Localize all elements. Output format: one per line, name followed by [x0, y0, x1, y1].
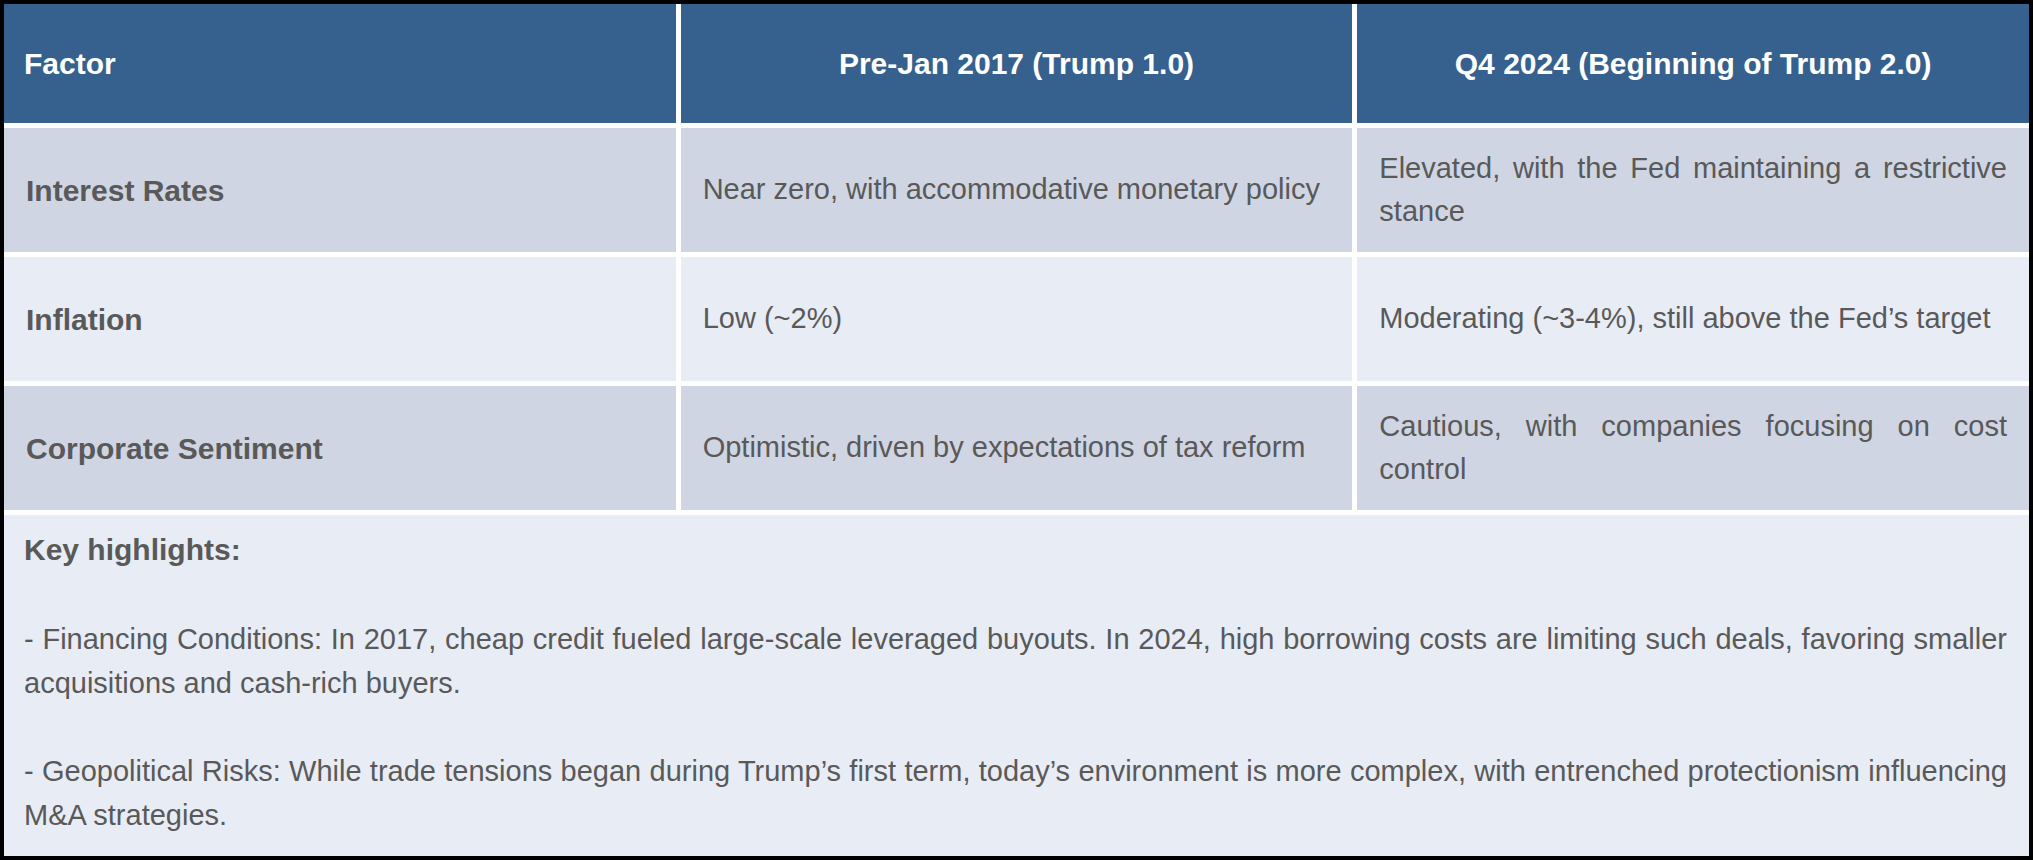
row-inflation-trump1: Low (~2%) — [681, 257, 1353, 381]
row-interest-rates-factor: Interest Rates — [4, 128, 676, 252]
row-corporate-sentiment-trump2: Cautious, with companies focusing on cos… — [1357, 386, 2029, 510]
key-highlights-title: Key highlights: — [24, 527, 2007, 573]
cell-text: Low (~2%) — [703, 297, 1331, 341]
key-highlights-section: Key highlights: - Financing Conditions: … — [4, 515, 2029, 856]
row-corporate-sentiment-factor: Corporate Sentiment — [4, 386, 676, 510]
cell-text: Near zero, with accommodative monetary p… — [703, 168, 1331, 212]
cell-text: Optimistic, driven by expectations of ta… — [703, 426, 1331, 470]
comparison-table: Factor Pre-Jan 2017 (Trump 1.0) Q4 2024 … — [0, 0, 2033, 860]
row-interest-rates-trump1: Near zero, with accommodative monetary p… — [681, 128, 1353, 252]
header-trump2-label: Q4 2024 (Beginning of Trump 2.0) — [1455, 47, 1932, 81]
factor-label: Inflation — [26, 297, 654, 342]
cell-text: Elevated, with the Fed maintaining a res… — [1379, 147, 2007, 234]
header-cell-trump1: Pre-Jan 2017 (Trump 1.0) — [681, 4, 1353, 123]
row-inflation-trump2: Moderating (~3-4%), still above the Fed’… — [1357, 257, 2029, 381]
header-trump1-label: Pre-Jan 2017 (Trump 1.0) — [839, 47, 1194, 81]
row-inflation-factor: Inflation — [4, 257, 676, 381]
header-cell-trump2: Q4 2024 (Beginning of Trump 2.0) — [1357, 4, 2029, 123]
highlight-financing-conditions: - Financing Conditions: In 2017, cheap c… — [24, 617, 2007, 705]
row-interest-rates-trump2: Elevated, with the Fed maintaining a res… — [1357, 128, 2029, 252]
cell-text: Moderating (~3-4%), still above the Fed’… — [1379, 297, 2007, 341]
factor-label: Interest Rates — [26, 168, 654, 213]
header-cell-factor: Factor — [4, 4, 676, 123]
factor-label: Corporate Sentiment — [26, 426, 654, 471]
cell-text: Cautious, with companies focusing on cos… — [1379, 405, 2007, 492]
highlight-geopolitical-risks: - Geopolitical Risks: While trade tensio… — [24, 749, 2007, 837]
row-corporate-sentiment-trump1: Optimistic, driven by expectations of ta… — [681, 386, 1353, 510]
header-factor-label: Factor — [24, 47, 116, 81]
